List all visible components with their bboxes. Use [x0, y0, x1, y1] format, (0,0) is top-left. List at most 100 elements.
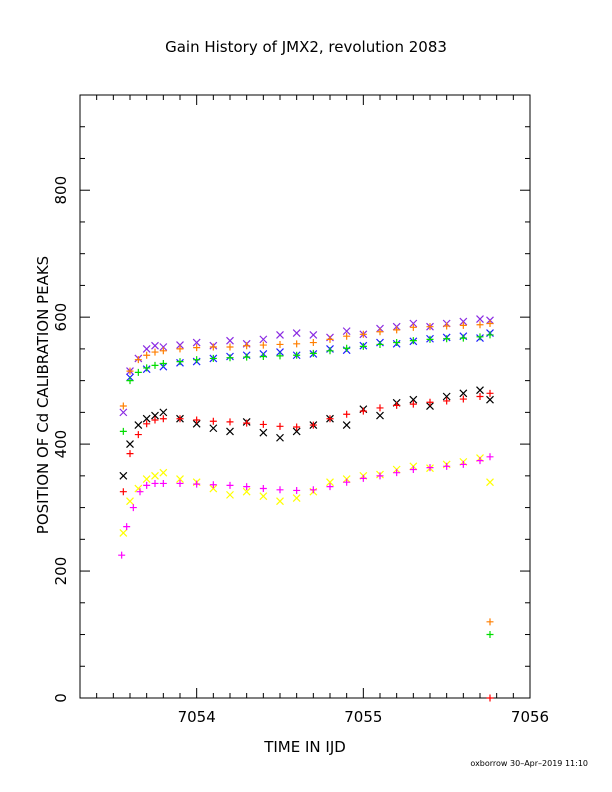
data-point	[151, 479, 159, 487]
data-point	[276, 331, 284, 339]
footer-credit: oxborrow 30–Apr–2019 11:10	[470, 759, 588, 768]
data-point	[193, 356, 201, 364]
data-point	[343, 478, 351, 486]
data-point	[443, 462, 451, 470]
data-point	[209, 343, 217, 351]
data-point	[242, 487, 251, 496]
data-point	[309, 421, 317, 429]
data-point	[426, 398, 434, 406]
data-point	[309, 331, 318, 339]
data-point	[209, 481, 217, 489]
data-point	[276, 486, 284, 494]
data-point	[292, 494, 301, 502]
data-point	[359, 474, 367, 482]
plot-frame	[79, 94, 531, 699]
data-point	[442, 392, 451, 401]
data-point	[119, 471, 128, 480]
data-point	[326, 478, 334, 487]
data-point	[243, 353, 251, 361]
data-point	[276, 348, 284, 356]
data-point	[326, 415, 334, 423]
data-point	[176, 345, 184, 353]
data-point	[134, 421, 143, 429]
data-point	[143, 420, 151, 428]
data-point	[259, 335, 268, 344]
data-point	[151, 416, 159, 424]
data-point	[486, 694, 494, 702]
data-point	[292, 329, 301, 337]
data-point	[119, 408, 128, 417]
data-point	[393, 339, 401, 347]
data-point	[119, 402, 127, 410]
data-point	[409, 400, 417, 408]
data-point	[486, 389, 494, 397]
data-point	[134, 356, 142, 364]
series-4	[119, 386, 494, 480]
data-point	[393, 469, 401, 477]
data-point	[426, 402, 434, 410]
data-point	[193, 344, 201, 352]
data-point	[459, 317, 468, 326]
series-2	[126, 329, 494, 382]
axis-ticks	[79, 94, 531, 699]
data-point	[342, 421, 351, 429]
data-point	[192, 419, 201, 428]
data-point	[226, 354, 234, 362]
series-0	[119, 315, 494, 417]
data-point	[126, 377, 134, 385]
y-tick-label: 600	[52, 303, 70, 332]
y-tick-label: 800	[52, 176, 70, 205]
data-point	[443, 322, 451, 330]
data-point	[409, 323, 417, 331]
data-point	[159, 415, 167, 423]
data-point	[159, 468, 168, 477]
data-point	[123, 523, 131, 531]
data-point	[193, 480, 201, 488]
data-point	[119, 488, 127, 496]
data-point	[476, 315, 484, 323]
data-point	[142, 475, 151, 483]
data-point	[151, 471, 159, 480]
data-point	[176, 341, 184, 350]
axis-tick-labels: 0 200 400 600 800 7054 7055 7056	[52, 176, 549, 726]
data-point	[459, 460, 467, 468]
data-point	[209, 354, 217, 362]
data-point	[359, 330, 367, 338]
data-point	[476, 333, 484, 341]
data-point	[293, 340, 301, 348]
data-point	[393, 401, 401, 409]
data-point	[486, 618, 494, 626]
data-point	[243, 419, 251, 427]
series-3	[119, 331, 494, 639]
data-point	[293, 423, 301, 431]
data-point	[359, 407, 367, 415]
data-point	[118, 551, 126, 559]
data-point	[376, 340, 384, 348]
data-point	[143, 364, 151, 372]
data-point	[309, 486, 317, 494]
data-point	[376, 404, 384, 412]
data-point	[176, 358, 184, 366]
data-point	[126, 497, 134, 506]
y-tick-label: 0	[52, 693, 70, 703]
data-point	[176, 479, 184, 487]
data-point	[326, 335, 334, 343]
data-point	[159, 359, 167, 367]
data-point	[443, 397, 451, 405]
data-point	[343, 410, 351, 418]
data-point	[143, 481, 151, 489]
data-point	[226, 481, 234, 489]
data-point	[426, 335, 434, 343]
data-point	[293, 351, 301, 359]
series-7	[118, 453, 494, 559]
data-point	[459, 389, 468, 398]
data-point	[151, 341, 159, 350]
series-6	[119, 454, 494, 537]
data-point	[226, 336, 234, 345]
data-point	[292, 427, 301, 436]
data-point	[143, 351, 151, 359]
data-marks	[118, 315, 494, 702]
data-point	[476, 393, 484, 400]
data-point	[309, 349, 317, 357]
